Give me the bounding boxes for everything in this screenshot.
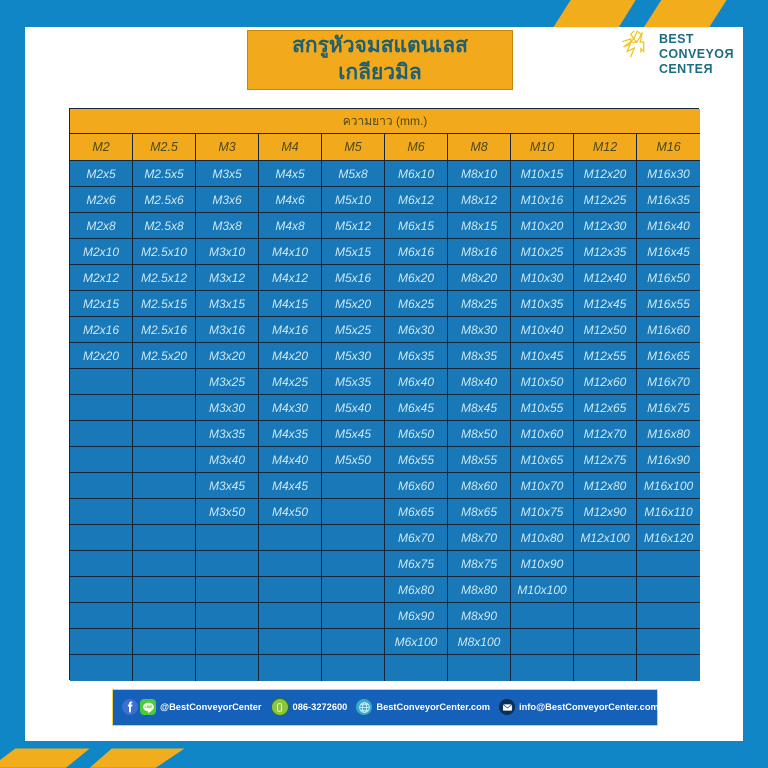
svg-text:LINE: LINE (144, 705, 152, 709)
